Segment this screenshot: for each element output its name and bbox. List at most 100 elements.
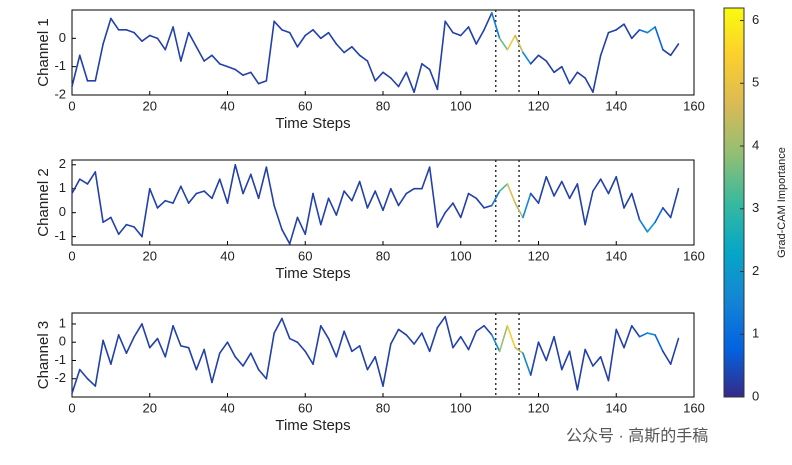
line-segment (662, 48, 672, 57)
line-segment (273, 20, 283, 31)
line-segment (506, 34, 516, 51)
line-segment (203, 348, 213, 384)
line-segment (452, 202, 462, 219)
line-segment (281, 29, 291, 34)
line-segment (265, 332, 275, 380)
line-segment (172, 324, 182, 347)
x-axis-label: Time Steps (275, 417, 350, 434)
line-segment (669, 43, 680, 57)
line-segment (459, 192, 470, 219)
line-segment (125, 223, 135, 228)
line-segment (164, 26, 174, 51)
line-segment (576, 71, 586, 79)
line-segment (366, 190, 377, 209)
plot-area (71, 9, 695, 96)
line-segment (405, 187, 415, 195)
line-segment (148, 337, 159, 349)
line-segment (288, 337, 299, 344)
line-segment (405, 71, 415, 93)
line-segment (133, 226, 143, 238)
line-segment (444, 202, 454, 214)
line-segment (498, 37, 509, 51)
colorbar-tick-label: 2 (752, 263, 759, 278)
line-segment (203, 190, 213, 200)
line-segment (592, 54, 602, 93)
line-segment (607, 175, 618, 195)
line-segment (529, 192, 540, 204)
line-segment (630, 192, 641, 221)
line-segment (374, 356, 384, 387)
line-segment (78, 178, 89, 185)
line-segment (343, 190, 353, 202)
line-segment (475, 29, 485, 45)
line-segment (218, 63, 229, 68)
line-segment (576, 183, 586, 226)
line-segment (141, 34, 151, 42)
line-segment (304, 29, 314, 37)
colorbar-tick-label: 0 (752, 388, 759, 403)
line-segment (78, 368, 89, 380)
line-segment (164, 199, 174, 204)
line-segment (638, 29, 649, 34)
line-segment (467, 26, 478, 45)
y-tick-label: 0 (59, 30, 66, 45)
line-segment (646, 221, 656, 233)
x-tick-label: 80 (376, 400, 390, 415)
line-segment (630, 29, 641, 40)
line-segment (94, 339, 104, 387)
line-segment (413, 332, 423, 345)
y-tick-label: -2 (54, 370, 66, 385)
line-segment (506, 183, 516, 204)
line-segment (327, 31, 338, 45)
line-segment (522, 51, 532, 65)
line-segment (568, 71, 579, 85)
x-tick-label: 40 (220, 98, 234, 113)
watermark: 公众号 · 高斯的手稿 (566, 427, 708, 445)
line-segment (195, 46, 205, 62)
line-segment (141, 323, 151, 349)
line-segment (242, 352, 252, 367)
line-segment (110, 216, 120, 236)
line-segment (382, 71, 392, 79)
line-segment (545, 175, 555, 197)
line-segment (265, 166, 275, 207)
line-segment (561, 65, 571, 85)
line-segment (654, 26, 664, 51)
line-segment (413, 63, 423, 93)
line-segment (187, 192, 198, 204)
line-segment (164, 324, 174, 358)
line-segment (475, 324, 485, 333)
line-segment (522, 352, 532, 376)
line-segment (638, 332, 649, 338)
line-segment (211, 352, 221, 384)
line-segment (211, 54, 221, 65)
line-segment (304, 192, 314, 236)
line-segment (584, 77, 594, 93)
line-segment (180, 185, 190, 204)
colorbar-tick-label: 4 (752, 137, 759, 152)
line-segment (296, 216, 307, 236)
line-segment (366, 356, 377, 371)
line-segment (428, 68, 439, 91)
x-tick-label: 120 (528, 248, 550, 263)
colorbar-tick-label: 1 (752, 326, 759, 341)
line-segment (312, 29, 322, 40)
line-segment (343, 46, 353, 54)
x-tick-label: 60 (298, 248, 312, 263)
line-segment (428, 166, 439, 228)
line-segment (615, 328, 625, 349)
line-segment (389, 328, 400, 345)
x-tick-label: 60 (298, 98, 312, 113)
line-segment (475, 197, 485, 209)
line-segment (568, 183, 579, 200)
line-segment (117, 334, 128, 354)
line-segment (148, 187, 159, 209)
line-segment (156, 199, 167, 209)
line-segment (234, 163, 244, 195)
y-tick-label: 0 (59, 334, 66, 349)
line-segment (669, 187, 680, 219)
line-segment (467, 192, 478, 200)
line-segment (483, 12, 493, 31)
line-segment (389, 187, 400, 207)
line-segment (358, 345, 369, 371)
